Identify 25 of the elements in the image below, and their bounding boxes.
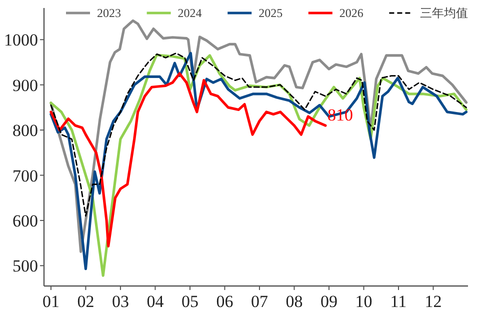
x-tick-label: 04 (146, 292, 164, 311)
y-tick-label: 900 (12, 76, 38, 95)
x-tick-label: 01 (42, 292, 60, 311)
line-series (50, 72, 327, 248)
y-tick-label: 800 (12, 121, 38, 140)
y-tick-label: 600 (12, 211, 38, 230)
x-tick-label: 12 (424, 292, 442, 311)
x-tick-label: 05 (181, 292, 198, 311)
line-series (50, 52, 467, 217)
x-tick-label: 02 (77, 292, 94, 311)
legend-label: 2025 (258, 6, 283, 20)
y-tick-label: 1000 (4, 30, 38, 50)
x-tick-label: 06 (216, 292, 234, 311)
x-tick-label: 07 (250, 292, 268, 311)
legend-label: 三年均值 (420, 6, 468, 20)
x-tick-label: 10 (355, 292, 372, 311)
x-tick-label: 11 (390, 292, 407, 311)
y-tick-label: 700 (12, 166, 38, 186)
legend-label: 2026 (339, 6, 364, 20)
legend-label: 2023 (97, 6, 121, 20)
y-tick-label: 500 (12, 256, 38, 276)
x-tick-label: 03 (112, 292, 129, 311)
legend-label: 2024 (178, 6, 202, 20)
x-tick-label: 08 (286, 292, 303, 311)
x-tick-label: 09 (320, 292, 338, 311)
